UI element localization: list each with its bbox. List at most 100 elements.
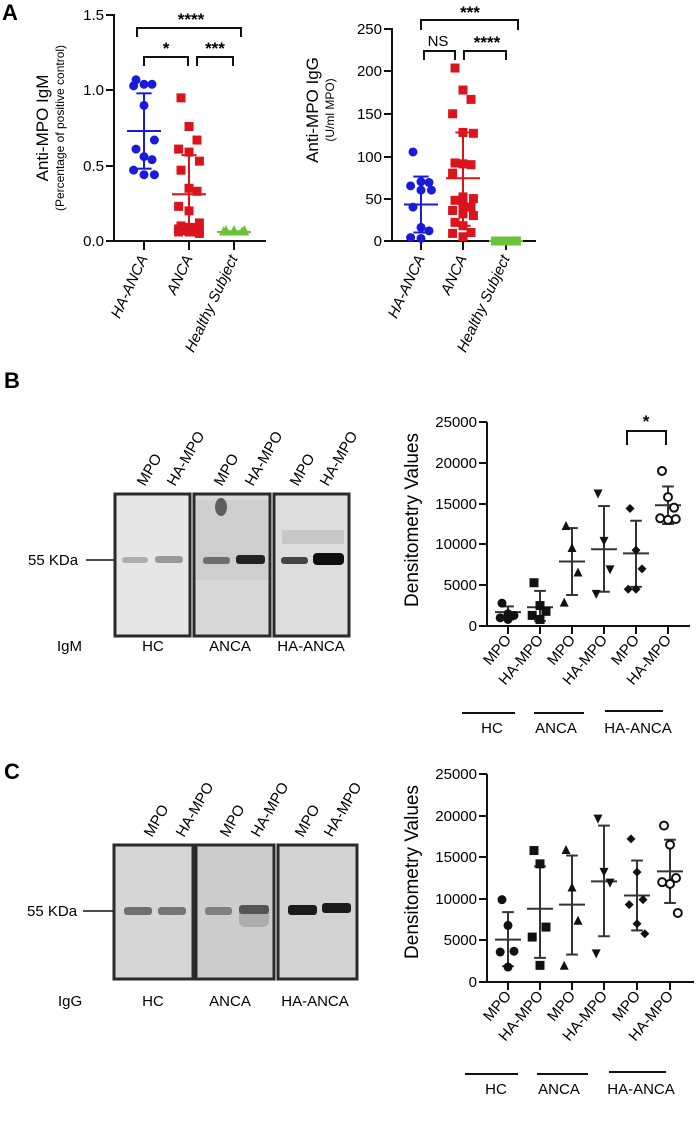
data-point (139, 100, 149, 110)
data-point (665, 878, 675, 889)
data-point (672, 907, 683, 918)
data-point (184, 227, 194, 237)
y-axis-sublabel: (U/ml MPO) (323, 78, 337, 141)
data-point (406, 233, 416, 243)
y-tick: 200 (357, 63, 382, 80)
data-point (468, 194, 478, 204)
significance-brackets: **** * *** (136, 10, 242, 66)
y-axis-label: Anti-MPO IgG (303, 57, 322, 163)
data-point (631, 545, 641, 555)
lane-label: MPO (211, 451, 243, 489)
data-point (458, 192, 468, 202)
data-point (567, 542, 577, 552)
data-point (503, 920, 513, 930)
data-point (497, 895, 507, 905)
x-tick-label: HA-ANCA (385, 253, 429, 321)
data-point (503, 614, 513, 624)
lane-label: HA-MPO (317, 429, 362, 489)
data-point (529, 578, 539, 588)
data-point (591, 589, 601, 599)
data-point (535, 614, 545, 624)
data-point (416, 233, 426, 243)
y-tick: 1.5 (83, 7, 104, 24)
lane-label: HA-MPO (321, 780, 366, 840)
data-point (529, 846, 539, 856)
data-point (458, 85, 468, 95)
data-point (631, 584, 641, 594)
data-point (194, 218, 204, 228)
data-point (192, 135, 202, 145)
data-point (139, 152, 149, 162)
data-point (599, 867, 609, 877)
data-point (593, 489, 603, 499)
data-point (184, 183, 194, 193)
data-point (458, 232, 468, 242)
data-point (567, 882, 577, 892)
data-point (184, 121, 194, 131)
data-point (670, 514, 681, 525)
data-point (184, 147, 194, 157)
data-point (458, 221, 468, 231)
data-point (466, 202, 476, 212)
chart-a-right: Anti-MPO IgG (U/ml MPO) 250 200 150 100 … (303, 3, 536, 355)
data-point (501, 236, 511, 246)
blot-antibody-label: IgG (58, 993, 82, 1010)
data-point (632, 919, 642, 929)
data-point (559, 597, 569, 607)
data-point (448, 168, 458, 178)
lane-label: MPO (217, 802, 249, 840)
blot-group-label: ANCA (209, 638, 251, 655)
x-group-label: HC (485, 1081, 507, 1098)
data-point (605, 565, 615, 575)
data-point (408, 202, 418, 212)
data-point (450, 217, 460, 227)
data-point (663, 514, 673, 525)
western-blot-c: MPO HA-MPO MPO HA-MPO MPO HA-MPO 55 KDa … (27, 780, 365, 1010)
data-point (669, 502, 679, 513)
sig-label: *** (205, 39, 225, 58)
y-axis-label: Densitometry Values (402, 785, 423, 959)
y-tick: 25000 (435, 766, 477, 783)
x-group-label: HA-ANCA (607, 1081, 675, 1098)
data-points (495, 465, 681, 624)
data-point (450, 63, 460, 73)
data-point (561, 845, 571, 855)
data-point (416, 222, 426, 232)
data-point (176, 93, 186, 103)
data-point (573, 567, 583, 577)
data-point (239, 224, 249, 234)
y-axis: 250 200 150 100 50 0 (357, 21, 393, 250)
y-tick: 50 (365, 191, 382, 208)
data-point (665, 839, 675, 850)
data-point (657, 465, 667, 476)
sig-label: * (163, 39, 170, 58)
western-blot-b: MPO HA-MPO MPO HA-MPO MPO HA-MPO 55 KDa … (28, 429, 361, 655)
data-point (448, 109, 458, 119)
y-tick: 20000 (435, 455, 477, 472)
data-point (406, 181, 416, 191)
y-axis-label: Anti-MPO IgM (33, 75, 52, 182)
data-point (559, 960, 569, 970)
data-point (458, 159, 468, 169)
lane-label: MPO (292, 802, 324, 840)
data-point (509, 946, 519, 956)
data-point (194, 156, 204, 166)
y-tick: 100 (357, 149, 382, 166)
sig-label: **** (178, 10, 205, 29)
y-tick: 0 (469, 618, 477, 635)
data-point (657, 877, 668, 888)
significance-brackets: * (626, 412, 667, 445)
chart-a-left: Anti-MPO IgM (Percentage of positive con… (33, 7, 266, 355)
data-point (468, 128, 478, 138)
x-group-label: HA-ANCA (604, 720, 672, 737)
data-point (624, 900, 634, 910)
data-point (527, 932, 537, 942)
y-axis: 1.5 1.0 0.5 0.0 (83, 7, 115, 250)
y-tick: 0 (469, 974, 477, 991)
x-axis: MPO HA-MPO MPO HA-MPO MPO HA-MPO HC ANCA… (462, 625, 690, 737)
lane-label: HA-MPO (164, 429, 209, 489)
data-point (139, 170, 149, 180)
data-point (599, 536, 609, 546)
data-point (605, 878, 615, 888)
